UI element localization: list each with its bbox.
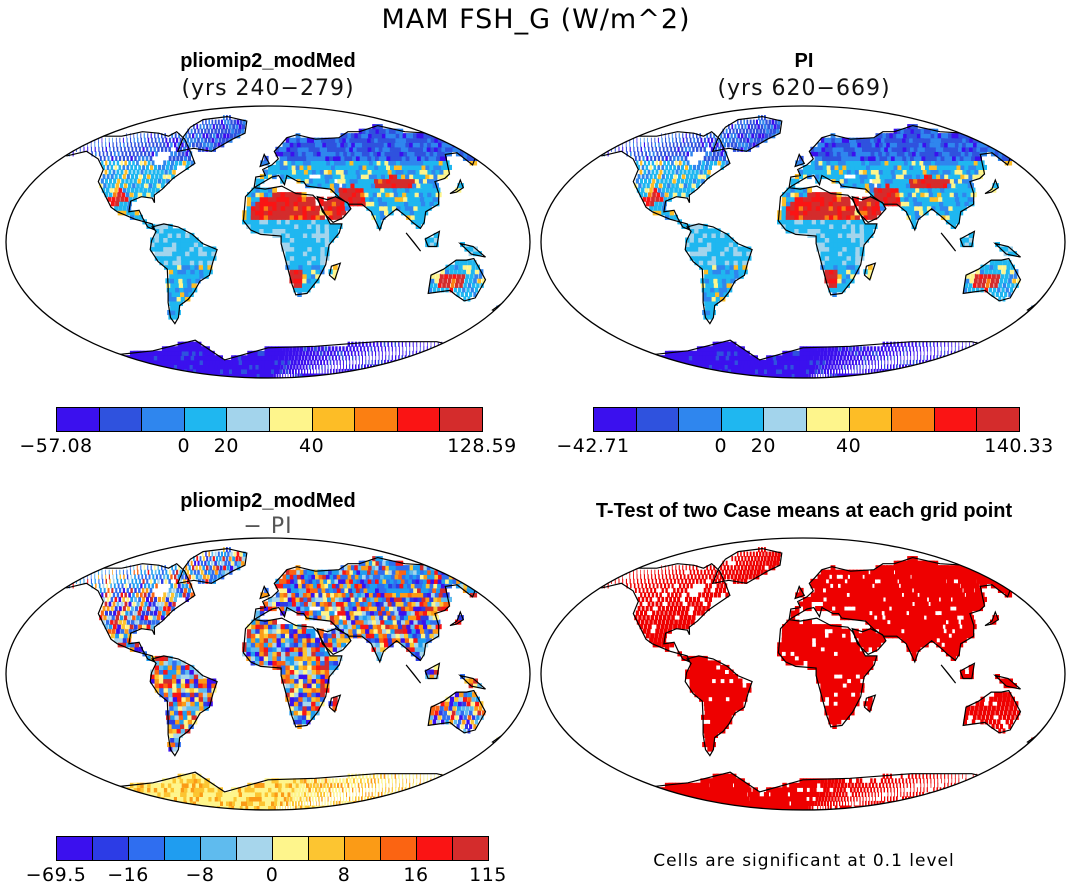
colorbar-swatch [184,407,228,432]
colorbar-swatch [164,836,201,861]
colorbar-swatch [56,836,93,861]
colorbar-tick-label: 8 [338,864,351,886]
colorbar-swatch [397,407,441,432]
map-svg [539,536,1067,812]
map-svg [4,104,532,380]
colorbar-swatch [678,407,722,432]
colorbar-swatch [92,836,129,861]
panel-tl-title: pliomip2_modMed [0,50,536,73]
panel-bl-title: pliomip2_modMed [0,490,536,513]
colorbar-swatch [200,836,237,861]
colorbar-tick-label: −69.5 [26,864,87,886]
map-svg [539,104,1067,380]
colorbar-swatch [99,407,143,432]
colorbar-swatch [56,407,100,432]
significance-note: Cells are significant at 0.1 level [536,851,1072,871]
colorbar-swatch [763,407,807,432]
land-cells [61,115,509,379]
colorbar-tick-label: 16 [403,864,428,886]
colorbar-swatch [416,836,453,861]
colorbar-swatch [452,836,489,861]
figure-title: MAM FSH_G (W/m^2) [0,4,1072,35]
colorbar-swatch [141,407,185,432]
colorbar-swatch [849,407,893,432]
colorbar-tick-label: 0 [266,864,279,886]
colorbar-tick-label: 128.59 [447,435,516,457]
colorbar-tick-label: −16 [107,864,149,886]
colorbar-tick-label: 20 [214,435,239,457]
colorbar-swatch [236,836,273,861]
colorbar-swatch [272,836,309,861]
colorbar-tick-label: −42.71 [556,435,629,457]
colorbar-tick-label: 115 [469,864,507,886]
colorbar-swatch [806,407,850,432]
colorbar-tick-label: 40 [299,435,324,457]
map-panel-bottom-right [539,536,1067,812]
colorbar-swatch [128,836,165,861]
panel-tl-subtitle: (yrs 240−279) [0,76,536,101]
land-cells [61,547,509,811]
land-cells [596,115,1044,379]
colorbar-swatch [312,407,356,432]
colorbar-swatch [636,407,680,432]
panel-tr-title: PI [536,50,1072,73]
map-svg [4,536,532,812]
colorbar-swatch [269,407,313,432]
colorbar-tick-label: 140.33 [984,435,1053,457]
colorbar-swatch [354,407,398,432]
colorbar-swatch [934,407,978,432]
colorbar-swatch [891,407,935,432]
map-panel-top-left [4,104,532,380]
colorbar-tick-label: 0 [178,435,191,457]
colorbar-swatch [344,836,381,861]
colorbar-swatch [976,407,1020,432]
colorbar-tick-label: 20 [751,435,776,457]
colorbar-swatch [721,407,765,432]
map-panel-bottom-left [4,536,532,812]
colorbar-swatch [439,407,483,432]
panel-br-title: T-Test of two Case means at each grid po… [536,500,1072,523]
colorbar-swatch [226,407,270,432]
land-cells [596,547,1044,811]
map-panel-top-right [539,104,1067,380]
colorbar-tick-label: −57.08 [19,435,92,457]
colorbar-tick-label: 0 [715,435,728,457]
colorbar-swatch [308,836,345,861]
colorbar-tick-label: −8 [185,864,214,886]
colorbar-swatch [593,407,637,432]
colorbar-tick-label: 40 [836,435,861,457]
panel-tr-subtitle: (yrs 620−669) [536,76,1072,101]
colorbar-swatch [380,836,417,861]
